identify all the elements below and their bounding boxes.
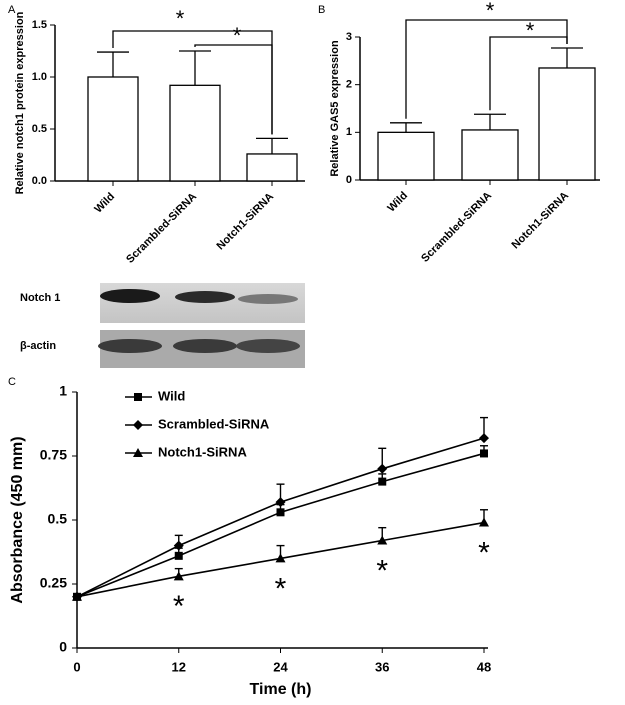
significance-star: * (526, 18, 535, 43)
y-tick-label: 0.5 (32, 123, 47, 135)
blot-label: Notch 1 (20, 292, 60, 304)
x-tick-label: Notch1-SiRNA (215, 191, 277, 253)
panel-label: B (318, 4, 325, 16)
x-tick-label: 48 (477, 659, 491, 674)
bar (87, 76, 139, 182)
legend-label: Notch1-SiRNA (158, 444, 247, 459)
y-tick-label: 1 (346, 126, 352, 138)
x-tick-label: Wild (92, 191, 117, 216)
x-axis-label: Time (h) (250, 681, 312, 698)
blot-label: β-actin (20, 340, 56, 352)
legend-label: Wild (158, 388, 185, 403)
marker (275, 553, 286, 563)
significance-star: * (233, 23, 242, 48)
blot-band (100, 289, 160, 303)
significance-star: * (176, 6, 185, 31)
y-tick-label: 0.75 (40, 447, 67, 463)
marker (275, 497, 286, 508)
legend-marker (134, 393, 142, 401)
marker (173, 540, 184, 551)
marker (174, 551, 183, 560)
y-tick-label: 1 (59, 383, 67, 399)
marker (479, 517, 489, 527)
y-tick-label: 0 (59, 639, 67, 655)
significance-star: * (486, 0, 495, 23)
y-axis-label: Relative GAS5 expression (329, 40, 341, 177)
significance-bracket (489, 36, 568, 111)
x-tick-label: 12 (172, 659, 186, 674)
bar (169, 84, 221, 182)
blot-band (173, 339, 237, 353)
x-tick-label: 36 (375, 659, 389, 674)
significance-star: * (376, 554, 388, 587)
y-tick-label: 1.0 (32, 71, 47, 83)
significance-star: * (275, 572, 287, 605)
blot-band (175, 291, 235, 303)
legend-label: Scrambled-SiRNA (158, 416, 270, 431)
marker (173, 571, 184, 581)
x-tick-label: Wild (385, 190, 410, 215)
marker (479, 433, 489, 444)
legend-marker (133, 420, 143, 430)
blot-band (236, 339, 300, 353)
blot-band (238, 294, 298, 304)
x-tick-label: 24 (273, 659, 288, 674)
x-tick-label: 0 (73, 659, 80, 674)
bar (538, 67, 596, 181)
marker (377, 463, 388, 474)
panel-label: A (8, 4, 16, 16)
bar (246, 153, 298, 182)
y-axis-label: Absorbance (450 mm) (9, 436, 26, 603)
y-axis-label: Relative notch1 protein expression (14, 11, 26, 194)
panel-label: C (8, 376, 16, 388)
y-tick-label: 3 (346, 31, 352, 43)
y-tick-label: 0.5 (48, 511, 68, 527)
bar (461, 129, 519, 181)
y-tick-label: 0 (346, 174, 352, 186)
y-tick-label: 1.5 (32, 19, 47, 31)
y-tick-label: 2 (346, 79, 352, 91)
legend-marker (133, 448, 143, 457)
bar (377, 131, 435, 181)
marker (72, 591, 82, 601)
y-tick-label: 0.0 (32, 175, 47, 187)
marker (480, 449, 488, 458)
significance-star: * (173, 590, 185, 623)
marker (276, 508, 285, 517)
x-tick-label: Scrambled-SiRNA (124, 191, 199, 266)
significance-bracket (405, 19, 568, 119)
marker (378, 477, 387, 486)
blot-band (98, 339, 162, 353)
significance-star: * (478, 536, 490, 569)
western-blot: Notch 1 β-actin (20, 283, 305, 368)
significance-bracket (194, 44, 273, 135)
marker (377, 535, 388, 545)
y-tick-label: 0.25 (40, 575, 67, 591)
x-tick-label: Scrambled-SiRNA (419, 190, 494, 265)
x-tick-label: Notch1-SiRNA (510, 190, 572, 252)
